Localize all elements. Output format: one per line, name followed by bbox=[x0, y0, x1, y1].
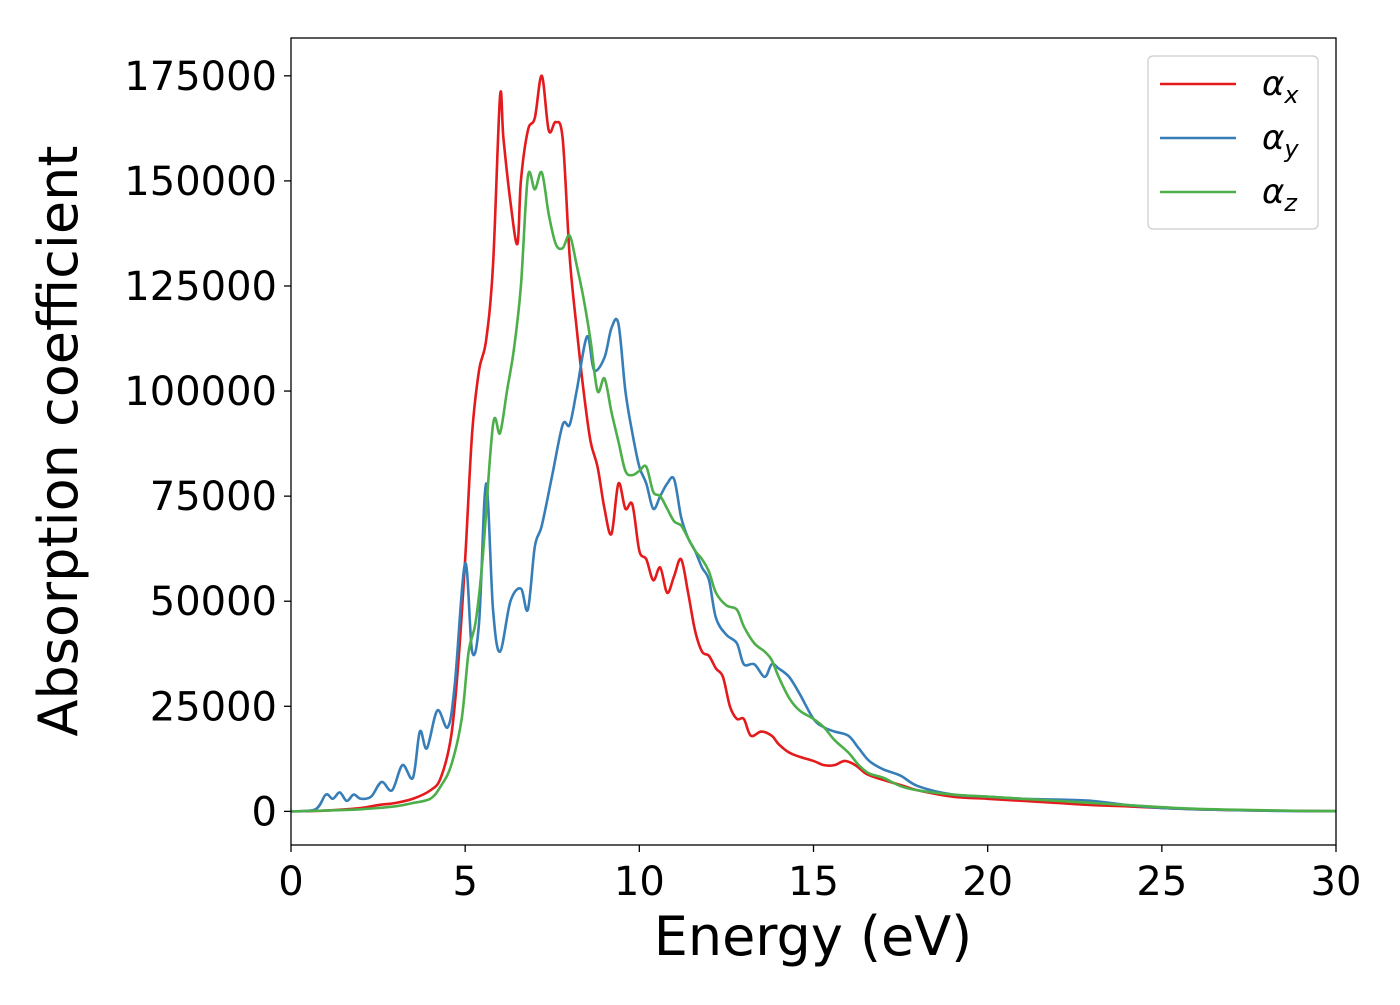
y-tick-label: 150000 bbox=[124, 159, 277, 205]
series-layer bbox=[291, 74, 1336, 813]
y-tick-label: 25000 bbox=[150, 684, 277, 730]
x-tick-label: 5 bbox=[452, 859, 477, 905]
x-axis: 0 5 10 15 20 25 30 bbox=[278, 845, 1361, 905]
y-tick-label: 175000 bbox=[124, 54, 277, 100]
x-tick-label: 30 bbox=[1311, 859, 1362, 905]
series-line-y bbox=[291, 317, 1336, 813]
x-tick-label: 25 bbox=[1136, 859, 1187, 905]
x-tick-label: 20 bbox=[962, 859, 1013, 905]
x-tick-label: 0 bbox=[278, 859, 303, 905]
y-axis: 0 25000 50000 75000 100000 125000 150000 175000 bbox=[124, 54, 291, 835]
y-tick-label: 100000 bbox=[124, 369, 277, 415]
x-tick-label: 10 bbox=[614, 859, 665, 905]
x-tick-label: 15 bbox=[788, 859, 839, 905]
y-tick-label: 75000 bbox=[150, 474, 277, 520]
x-axis-title: Energy (eV) bbox=[654, 905, 973, 968]
legend-box bbox=[1147, 55, 1319, 230]
series-line-z bbox=[291, 170, 1336, 813]
y-tick-label: 125000 bbox=[124, 264, 277, 310]
y-tick-label: 0 bbox=[252, 789, 277, 835]
y-tick-label: 50000 bbox=[150, 579, 277, 625]
y-axis-title: Absorption coefficient bbox=[27, 146, 90, 737]
